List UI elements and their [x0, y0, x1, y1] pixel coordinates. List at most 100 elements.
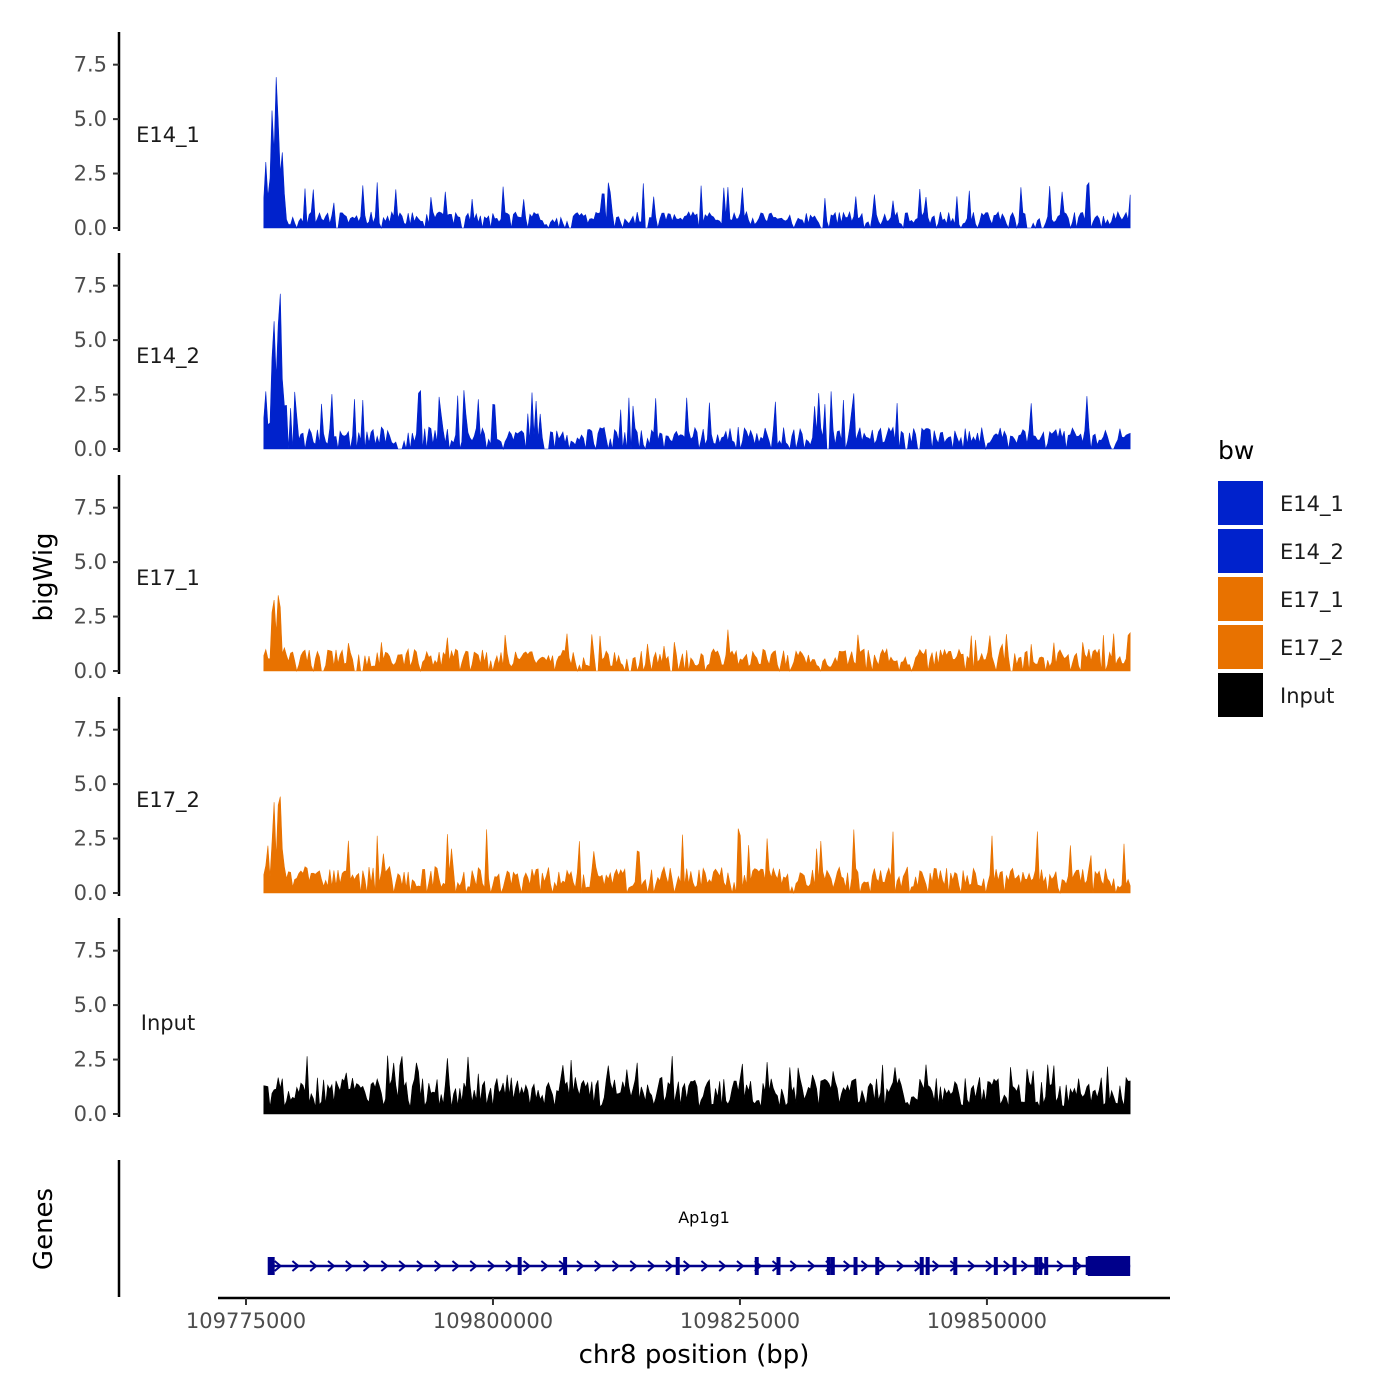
y-tick-label: 0.0 — [74, 216, 107, 240]
gene-exon — [925, 1257, 930, 1275]
y-tick-label: 2.5 — [74, 1048, 107, 1072]
strand-arrow — [505, 1260, 514, 1272]
y-tick-label: 2.5 — [74, 605, 107, 629]
strand-arrow — [1003, 1260, 1012, 1272]
y-tick-label: 0.0 — [74, 437, 107, 461]
gene-exon — [826, 1257, 831, 1275]
y-tick-label: 0.0 — [74, 881, 107, 905]
strand-arrow — [843, 1260, 852, 1272]
track-label: Input — [141, 1011, 195, 1035]
legend-label: E17_2 — [1280, 636, 1344, 661]
y-tick-label: 0.0 — [74, 1102, 107, 1126]
strand-arrow — [291, 1260, 300, 1272]
legend-label: E14_1 — [1280, 492, 1344, 517]
gene-exon — [675, 1257, 680, 1275]
strand-arrow — [736, 1260, 745, 1272]
legend-label: E17_1 — [1280, 588, 1344, 613]
signal-tracks: 0.0 2.5 5.0 7.5 E14_1 0.0 2.5 5.0 7.5 E14_2 0.0 2.5… — [74, 32, 1131, 1126]
gene-exon — [919, 1257, 924, 1275]
gene-exon — [1072, 1257, 1077, 1275]
strand-arrow — [345, 1260, 354, 1272]
strand-arrow — [967, 1260, 976, 1272]
legend-swatch-Input — [1218, 673, 1263, 717]
y-tick-label: 5.0 — [74, 107, 107, 131]
strand-arrow — [576, 1260, 585, 1272]
y-tick-label: 5.0 — [74, 550, 107, 574]
strand-arrow — [985, 1260, 994, 1272]
x-tick-label: 109825000 — [680, 1309, 800, 1333]
gene-track: Ap1g1 — [117, 1160, 1131, 1297]
gene-exon — [1012, 1257, 1017, 1275]
strand-arrow — [665, 1260, 674, 1272]
track-label: E14_1 — [136, 123, 200, 148]
strand-arrow — [398, 1260, 407, 1272]
genes-axis-title: Genes — [29, 1188, 59, 1270]
signal-area-E17_2 — [263, 796, 1131, 895]
y-tick-label: 0.0 — [74, 659, 107, 683]
strand-arrow — [380, 1260, 389, 1272]
strand-arrow — [469, 1260, 478, 1272]
strand-arrow — [1056, 1260, 1065, 1272]
legend-swatch-E14_1 — [1218, 481, 1263, 525]
gene-exon — [953, 1257, 958, 1275]
signal-area-E17_1 — [263, 595, 1131, 673]
x-tick-label: 109775000 — [186, 1309, 306, 1333]
legend-title: bw — [1218, 436, 1254, 465]
gene-exon — [993, 1257, 998, 1275]
strand-arrow — [896, 1260, 905, 1272]
x-axis-title: chr8 position (bp) — [579, 1340, 810, 1370]
strand-arrow — [878, 1260, 887, 1272]
gene-exon — [1044, 1257, 1049, 1275]
legend-swatch-E14_2 — [1218, 529, 1263, 573]
track-label: E17_2 — [136, 788, 200, 813]
y-tick-label: 5.0 — [74, 772, 107, 796]
strand-arrow — [647, 1260, 656, 1272]
gene-utr-block — [1087, 1256, 1131, 1276]
gene-exon — [267, 1257, 272, 1275]
track-E14_2: 0.0 2.5 5.0 7.5 E14_2 — [74, 253, 1131, 461]
strand-arrow — [327, 1260, 336, 1272]
track-label: E17_1 — [136, 566, 200, 591]
strand-arrow — [487, 1260, 496, 1272]
y-tick-label: 7.5 — [74, 274, 107, 298]
signal-area-E14_1 — [263, 77, 1131, 230]
gene-exon — [563, 1257, 568, 1275]
y-tick-label: 7.5 — [74, 718, 107, 742]
track-Input: 0.0 2.5 5.0 7.5 Input — [74, 918, 1131, 1126]
strand-arrow — [700, 1260, 709, 1272]
strand-arrow — [807, 1260, 816, 1272]
y-tick-label: 5.0 — [74, 328, 107, 352]
track-E14_1: 0.0 2.5 5.0 7.5 E14_1 — [74, 32, 1131, 240]
y-tick-label: 2.5 — [74, 162, 107, 186]
y-tick-label: 5.0 — [74, 993, 107, 1017]
track-E17_2: 0.0 2.5 5.0 7.5 E17_2 — [74, 697, 1131, 905]
strand-arrow — [718, 1260, 727, 1272]
y-tick-label: 2.5 — [74, 383, 107, 407]
x-axis: 109775000 109800000 109825000 109850000 — [186, 1296, 1170, 1333]
gene-exon — [853, 1257, 858, 1275]
x-tick-label: 109850000 — [927, 1309, 1047, 1333]
track-label: E14_2 — [136, 344, 200, 369]
gene-exon — [270, 1257, 275, 1275]
gene-exon — [754, 1257, 759, 1275]
strand-arrow — [522, 1260, 532, 1272]
strand-arrow — [1020, 1260, 1030, 1272]
signal-area-E14_2 — [263, 293, 1131, 451]
strand-arrow — [273, 1260, 283, 1272]
strand-arrow — [416, 1260, 425, 1272]
gene-name-label: Ap1g1 — [678, 1208, 730, 1227]
legend: E14_1 E14_2 E17_1 E17_2 Input — [1218, 481, 1344, 717]
gene-exon — [875, 1257, 880, 1275]
strand-arrow — [789, 1260, 798, 1272]
strand-arrow — [434, 1260, 443, 1272]
strand-arrow — [594, 1260, 603, 1272]
gene-exon — [776, 1257, 781, 1275]
legend-label: E14_2 — [1280, 540, 1344, 565]
gene-exon — [1034, 1257, 1039, 1275]
strand-arrow — [860, 1260, 869, 1272]
strand-arrow — [931, 1260, 941, 1272]
y-tick-label: 7.5 — [74, 939, 107, 963]
strand-arrow — [629, 1260, 638, 1272]
signal-area-Input — [263, 1055, 1131, 1115]
